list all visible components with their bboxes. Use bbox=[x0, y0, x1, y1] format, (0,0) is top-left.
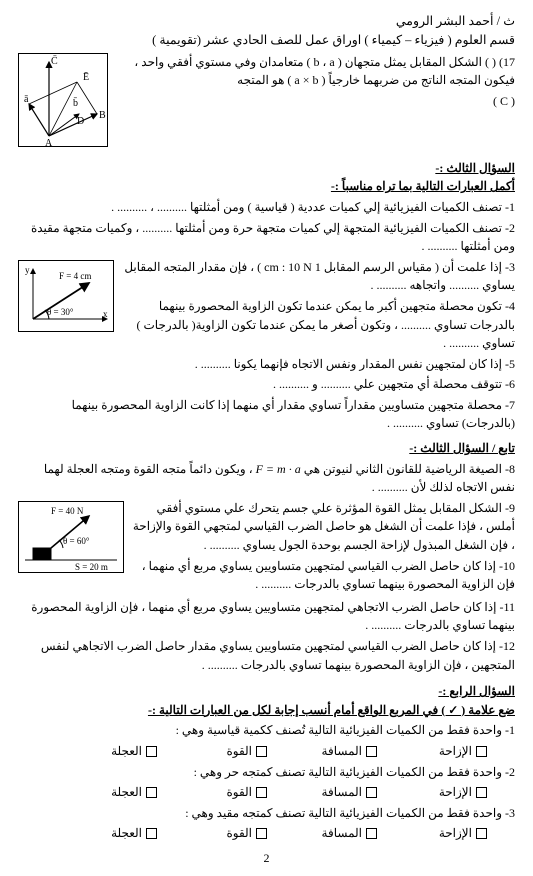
fig2-label-f: F = 4 cm bbox=[59, 271, 91, 281]
figure-vectors-3d: C̄ Ē B D A ā b̄ bbox=[18, 53, 108, 147]
q4-2-choice-a[interactable]: الإزاحة bbox=[377, 783, 487, 802]
checkbox-icon bbox=[146, 787, 157, 798]
fig1-label-bv: b̄ bbox=[73, 97, 78, 109]
q4-2-choice-d[interactable]: العجلة bbox=[47, 783, 157, 802]
fig1-label-c: C̄ bbox=[51, 55, 58, 67]
page-number: 2 bbox=[18, 849, 515, 868]
q3b-title: تابع / السؤال الثالث :- bbox=[18, 439, 515, 458]
fig3-label-theta: θ = 60° bbox=[63, 536, 90, 546]
q3-title: السؤال الثالث :- bbox=[18, 159, 515, 178]
checkbox-icon bbox=[256, 746, 267, 757]
figure-force-block: F = 40 N θ = 60° S = 20 m bbox=[18, 501, 124, 573]
teacher-name: ث / أحمد البشر الرومي bbox=[18, 12, 515, 31]
q4-subtitle: ضع علامة ( ✓ ) في المربع الواقع أمام أنس… bbox=[18, 701, 515, 720]
q4-stem-2: 2- واحدة فقط من الكميات الفيزيائية التال… bbox=[18, 763, 515, 782]
checkbox-icon bbox=[366, 787, 377, 798]
q3b-8-a: 8- الصيغة الرياضية للقانون الثاني لنيوتن… bbox=[301, 462, 515, 476]
dept-line: قسم العلوم ( فيزياء – كيمياء ) اوراق عمل… bbox=[18, 31, 515, 50]
fig3-label-s: S = 20 m bbox=[75, 562, 108, 572]
q3b-line-12: 12- إذا كان حاصل الضرب القياسي لمتجهين م… bbox=[18, 637, 515, 674]
q3b-8-formula: F = m · a bbox=[256, 460, 301, 479]
fig3-label-f: F = 40 N bbox=[51, 506, 84, 516]
q4-3-choice-a[interactable]: الإزاحة bbox=[377, 824, 487, 843]
q3b-line-8: 8- الصيغة الرياضية للقانون الثاني لنيوتن… bbox=[18, 460, 515, 497]
checkbox-icon bbox=[256, 787, 267, 798]
fig1-label-A: A bbox=[45, 138, 53, 146]
q3-line-2: 2- تصنف الكميات الفيزيائية المتجهة إلي ك… bbox=[18, 219, 515, 256]
checkbox-icon bbox=[146, 828, 157, 839]
checkbox-icon bbox=[256, 828, 267, 839]
q4-stem-3: 3- واحدة فقط من الكميات الفيزيائية التال… bbox=[18, 804, 515, 823]
q4-2-choice-c[interactable]: القوة bbox=[157, 783, 267, 802]
checkbox-icon bbox=[366, 828, 377, 839]
checkbox-icon bbox=[366, 746, 377, 757]
checkbox-icon bbox=[146, 746, 157, 757]
q4-3-choice-c[interactable]: القوة bbox=[157, 824, 267, 843]
checkbox-icon bbox=[476, 787, 487, 798]
fig1-label-b: B bbox=[99, 110, 106, 121]
q3-line-6: 6- تتوقف محصلة أي متجهين علي .......... … bbox=[18, 375, 515, 394]
figure-2d-vector: F = 4 cm θ = 30° x y bbox=[18, 260, 114, 332]
q3-line-5: 5- إذا كان لمتجهين نفس المقدار ونفس الات… bbox=[18, 355, 515, 374]
q4-row-2: الإزاحة المسافة القوة العجلة bbox=[18, 783, 515, 802]
fig1-label-d: D bbox=[77, 116, 84, 127]
fig1-label-a: ā bbox=[24, 94, 29, 105]
q4-row-3: الإزاحة المسافة القوة العجلة bbox=[18, 824, 515, 843]
q4-3-choice-d[interactable]: العجلة bbox=[47, 824, 157, 843]
fig1-label-e: Ē bbox=[83, 72, 89, 83]
q3-subtitle: أكمل العبارات التالية بما تراه مناسباً :… bbox=[18, 177, 515, 196]
q4-title: السؤال الرابع :- bbox=[18, 682, 515, 701]
checkbox-icon bbox=[476, 746, 487, 757]
fig2-label-y: y bbox=[25, 265, 30, 275]
q4-stem-1: 1- واحدة فقط من الكميات الفيزيائية التال… bbox=[18, 721, 515, 740]
fig2-label-x: x bbox=[103, 309, 108, 319]
q3-line-1: 1- تصنف الكميات الفيزيائية إلي كميات عدد… bbox=[18, 198, 515, 217]
q3b-line-11: 11- إذا كان حاصل الضرب الاتجاهي لمتجهين … bbox=[18, 598, 515, 635]
q4-2-choice-b[interactable]: المسافة bbox=[267, 783, 377, 802]
fig2-label-theta: θ = 30° bbox=[47, 307, 74, 317]
q4-3-choice-b[interactable]: المسافة bbox=[267, 824, 377, 843]
checkbox-icon bbox=[476, 828, 487, 839]
q3-line-7: 7- محصلة متجهين متساويين مقداراً تساوي م… bbox=[18, 396, 515, 433]
